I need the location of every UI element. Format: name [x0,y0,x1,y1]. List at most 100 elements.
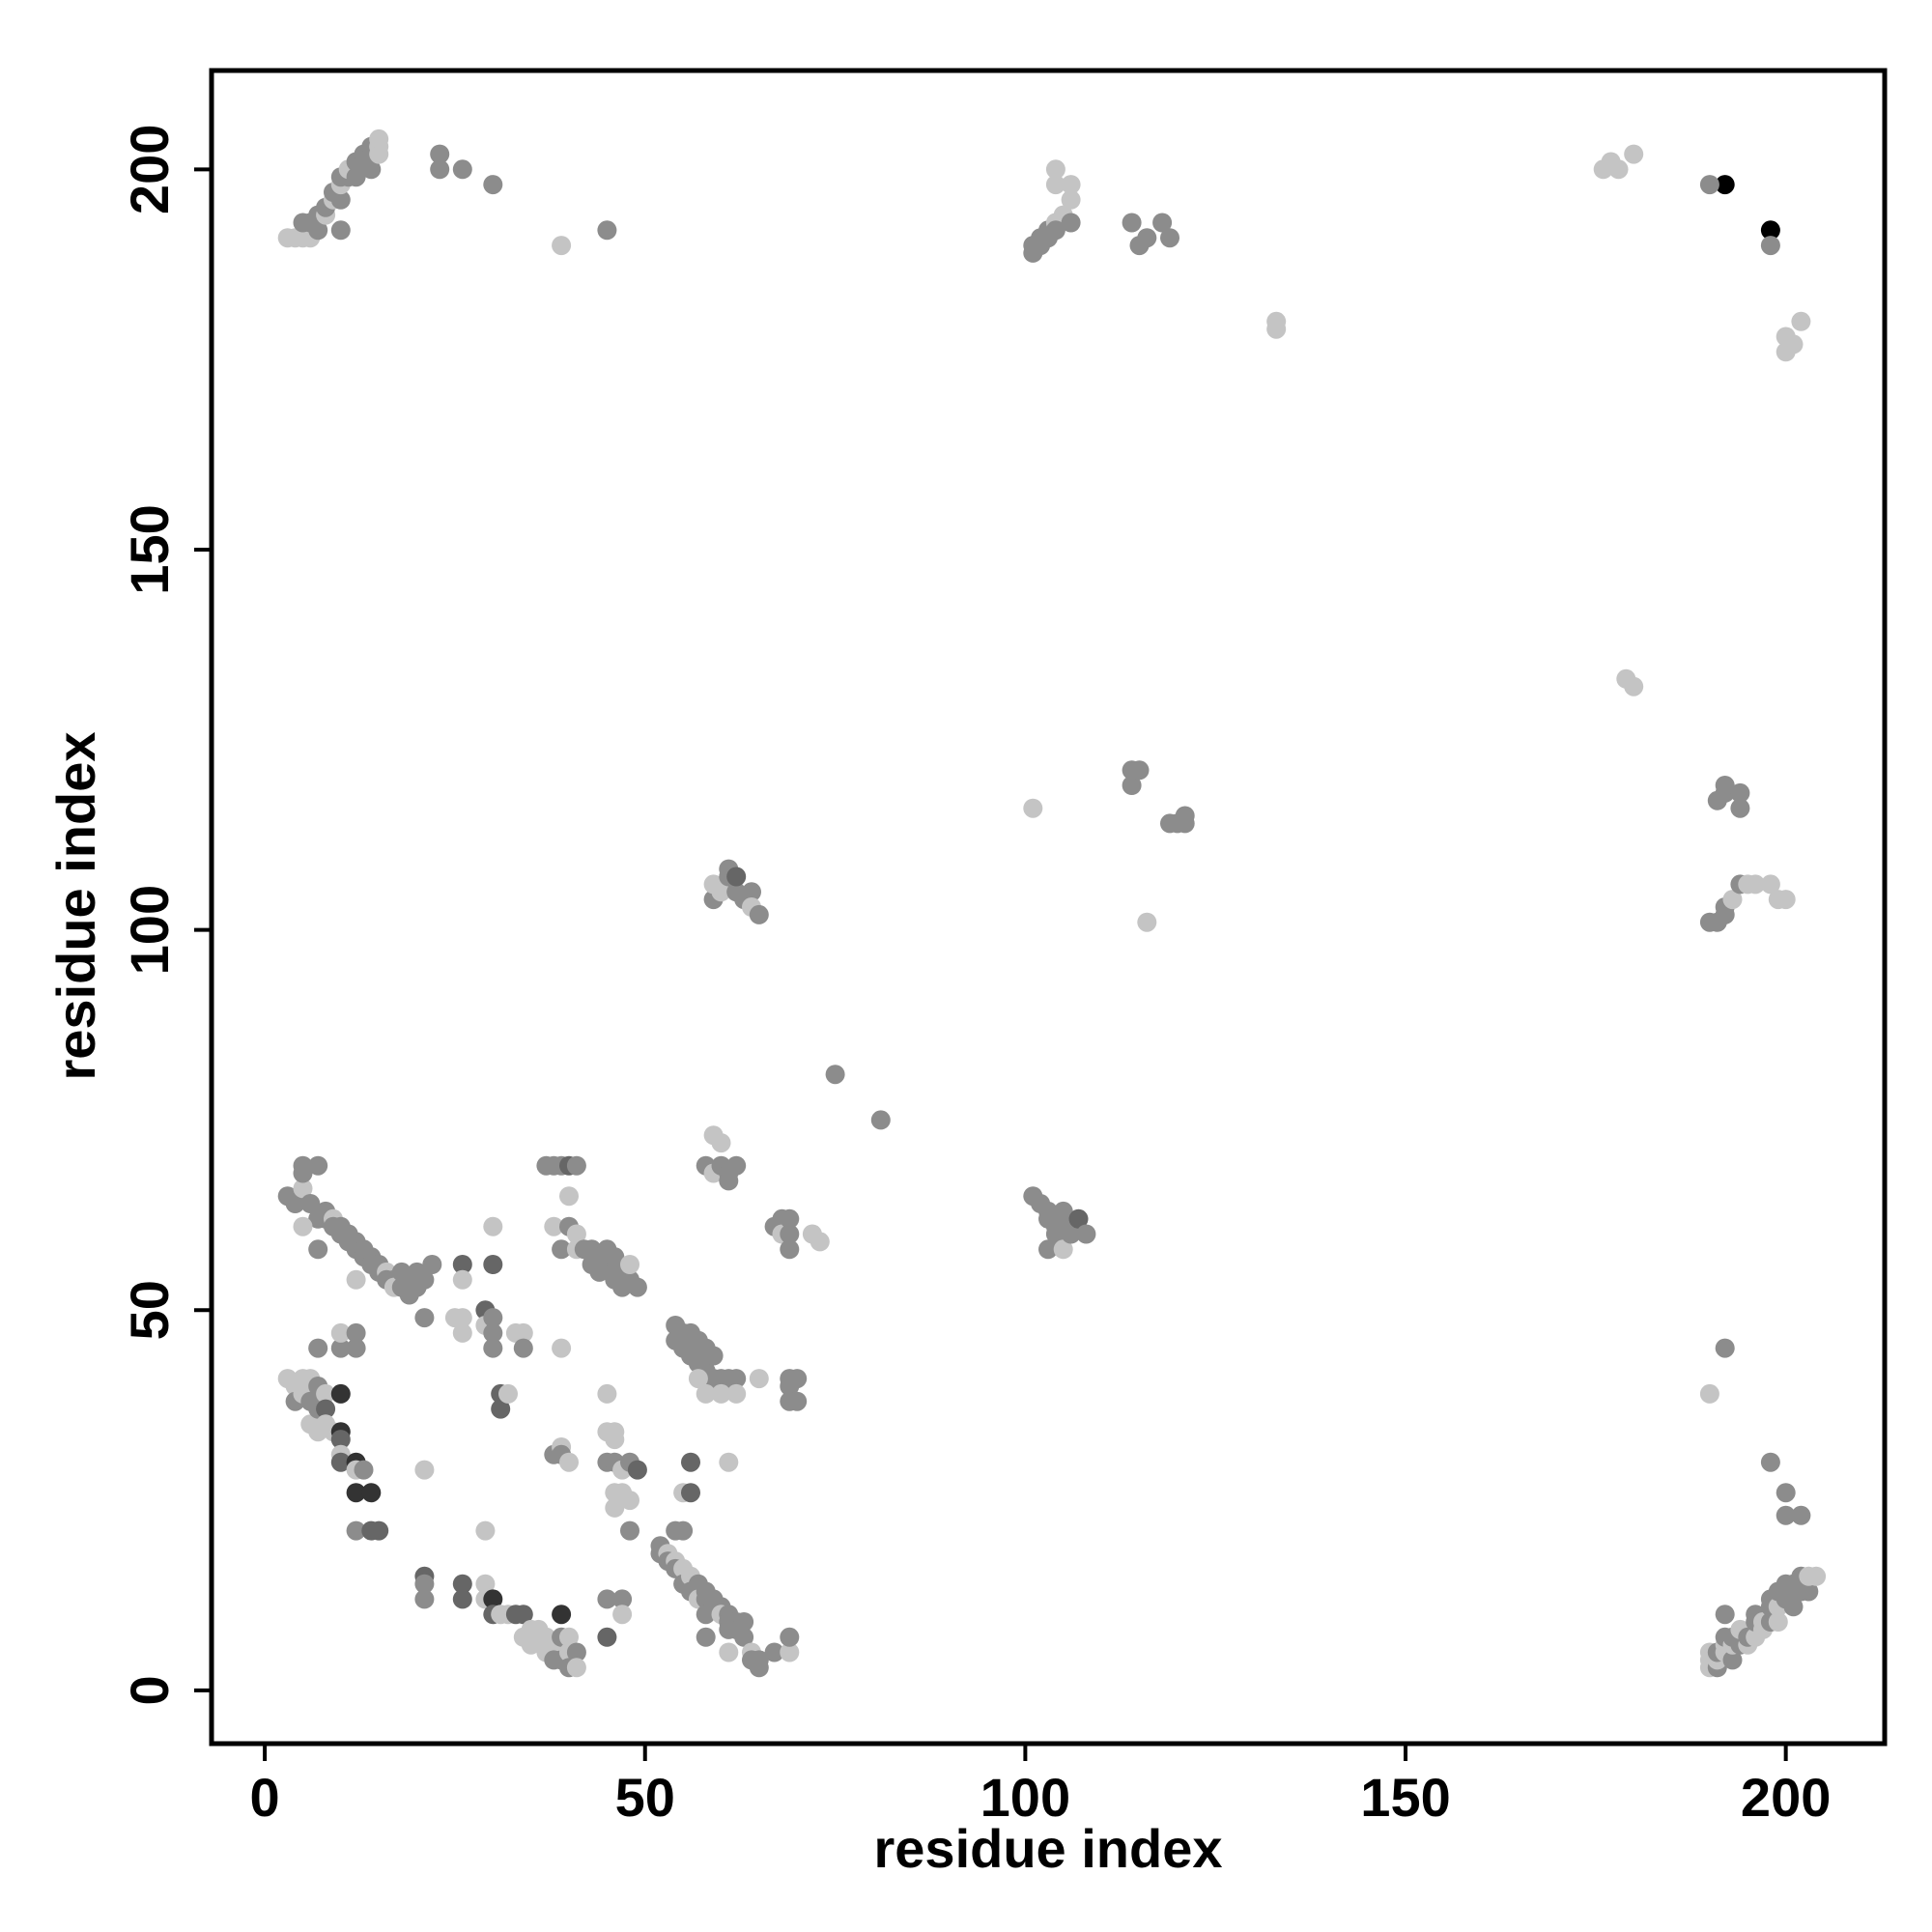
data-point [293,1179,313,1199]
data-point [414,1460,435,1480]
data-point [1799,1581,1819,1602]
data-point [330,220,351,241]
data-point [780,1239,800,1260]
data-point [605,1422,625,1442]
data-point [308,1338,328,1358]
data-point [1122,213,1142,233]
data-point [711,1133,731,1153]
data-point [566,1642,586,1662]
data-point [330,1452,351,1472]
data-point [787,1369,808,1389]
data-point [559,1452,579,1472]
data-point [1076,1224,1096,1244]
data-point [430,159,450,180]
data-point [1760,236,1780,256]
data-point [711,1383,731,1404]
data-point [1061,189,1081,210]
data-point [627,1460,647,1480]
data-point [1038,1239,1058,1260]
data-point [559,1627,579,1647]
data-point [346,1338,366,1358]
data-point [369,128,389,149]
y-tick-label: 0 [119,1675,180,1705]
data-point [452,1322,472,1343]
data-point [346,1322,366,1343]
data-point [1045,159,1065,180]
data-point [696,1383,716,1404]
data-point [734,1612,754,1632]
data-point [870,1110,891,1130]
data-point [681,1452,700,1472]
data-point [1760,1452,1780,1472]
data-point [681,1483,700,1503]
data-point [414,1308,435,1328]
data-point [1608,159,1629,180]
data-point [414,1589,435,1609]
y-axis-title: residue index [45,731,106,1080]
data-point [1722,1650,1743,1670]
data-point [825,1065,845,1085]
y-tick-label: 100 [119,885,180,975]
data-point [719,1452,739,1472]
data-point [764,1642,784,1662]
data-point [780,1627,800,1647]
data-point [719,1642,739,1662]
data-point [780,1208,800,1229]
data-point [597,1383,617,1404]
data-point [369,1520,389,1541]
data-point [780,1642,800,1662]
data-point [330,1338,351,1358]
data-point [620,1520,639,1541]
data-point [1715,776,1735,795]
data-point [422,1255,442,1274]
data-point [452,1574,472,1594]
data-point [293,1163,313,1183]
data-point [597,220,617,241]
data-point [346,1520,366,1541]
data-point [483,1255,503,1274]
data-point [513,1605,533,1625]
data-point [1175,806,1195,826]
data-point [483,1216,503,1236]
data-point [1045,220,1065,241]
data-point [330,1430,351,1450]
data-point [1806,1566,1827,1586]
data-point [483,175,503,195]
data-point [719,1619,739,1639]
data-point [285,1194,305,1213]
data-point [361,159,382,180]
data-point [1791,1505,1811,1525]
data-point [1129,760,1150,781]
data-point [552,1239,572,1260]
data-point [1624,676,1644,696]
data-point [346,167,366,187]
data-point [1715,175,1735,195]
data-point [749,904,769,924]
data-point [346,1483,366,1503]
data-point [330,1322,351,1343]
data-point [354,1460,374,1480]
data-point [308,1239,328,1260]
data-point [605,1247,625,1267]
x-tick-label: 200 [1741,1767,1831,1828]
data-point [483,1322,503,1343]
x-tick-label: 150 [1360,1767,1450,1828]
data-point [521,1634,541,1655]
data-point [612,1605,633,1625]
data-point [1137,912,1157,932]
data-point [452,1589,472,1609]
data-point [414,1269,435,1290]
data-point [726,867,747,887]
data-point [566,1155,586,1176]
data-point [1624,144,1644,164]
data-point [1791,311,1811,331]
data-point [566,1224,586,1244]
data-point [726,1383,747,1404]
data-point [452,159,472,180]
data-point [719,1171,739,1191]
data-point [452,1308,472,1328]
data-point [346,1269,366,1290]
data-point [1768,1612,1788,1632]
data-point [597,1589,617,1609]
